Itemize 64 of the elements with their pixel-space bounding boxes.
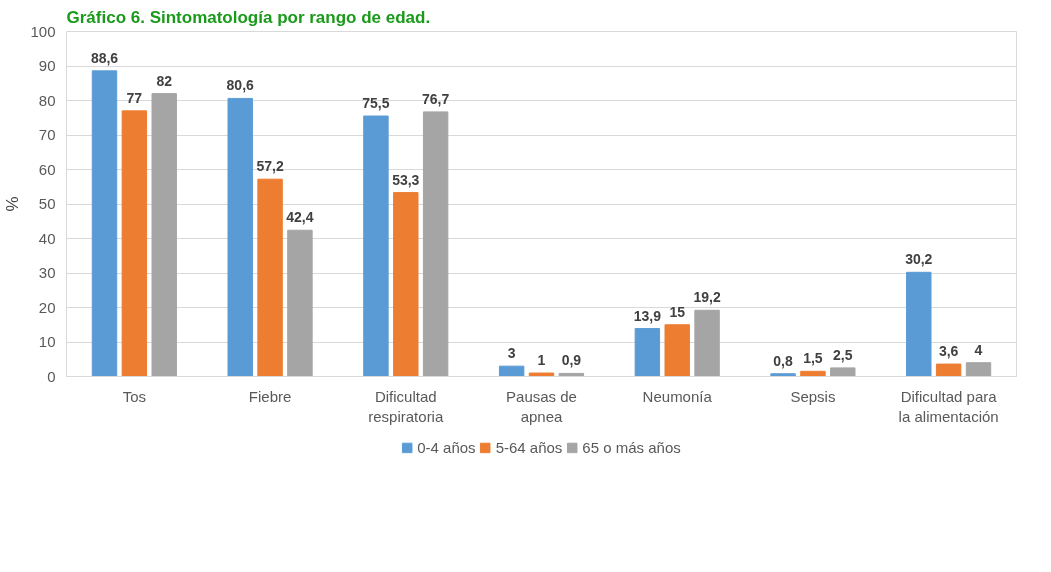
bar <box>393 192 419 377</box>
x-tick-label: Tos <box>122 387 147 405</box>
data-label: 2,5 <box>833 346 853 363</box>
y-tick-label: 90 <box>38 57 56 74</box>
bar <box>634 328 661 377</box>
y-axis-title: % <box>3 196 23 212</box>
data-label: 0,8 <box>773 352 794 369</box>
bar <box>257 178 283 377</box>
data-label: 30,2 <box>905 251 933 268</box>
bar <box>935 363 962 377</box>
x-tick-label: Pausas de apnea <box>506 387 577 425</box>
legend-label: 65 o más años <box>582 438 681 456</box>
data-label: 1,5 <box>803 350 823 367</box>
data-label: 42,4 <box>286 209 314 226</box>
bar <box>770 373 796 377</box>
data-label: 75,5 <box>362 95 390 112</box>
x-tick-label: Dificultad para la alimentación <box>898 387 999 425</box>
bar <box>694 309 720 377</box>
bar <box>906 271 932 377</box>
bar <box>91 70 118 377</box>
y-tick-label: 70 <box>38 126 56 143</box>
x-tick-label: Fiebre <box>248 387 292 405</box>
data-label: 88,6 <box>90 49 119 66</box>
bar <box>965 362 992 377</box>
x-tick-label: Sepsis <box>790 387 836 405</box>
legend-label: 0-4 años <box>417 438 476 456</box>
y-tick-label: 10 <box>38 333 56 350</box>
data-label: 4 <box>974 341 983 358</box>
data-label: 77 <box>126 89 143 106</box>
y-tick-label: 0 <box>47 367 56 385</box>
bar <box>800 370 826 377</box>
data-label: 13,9 <box>633 307 662 324</box>
bar <box>498 365 525 377</box>
bar <box>227 97 253 377</box>
x-tick-label: Dificultad respiratoria <box>368 387 444 425</box>
data-label: 76,7 <box>422 90 450 107</box>
data-label: 15 <box>669 303 686 320</box>
data-label: 80,6 <box>226 77 255 94</box>
data-label: 0,9 <box>561 352 582 369</box>
bar <box>664 324 690 377</box>
x-tick-label: Neumonía <box>642 387 713 405</box>
bar <box>830 367 856 377</box>
bar <box>151 93 177 377</box>
legend-label: 5-64 años <box>495 438 563 456</box>
data-label: 19,2 <box>693 289 721 306</box>
bar <box>121 110 148 377</box>
data-label: 57,2 <box>256 158 284 175</box>
data-label: 82 <box>156 72 173 89</box>
y-tick-label: 60 <box>38 160 56 178</box>
bar <box>363 115 389 377</box>
y-tick-label: 40 <box>38 229 56 247</box>
y-tick-label: 80 <box>38 91 56 109</box>
data-label: 1 <box>537 352 546 369</box>
bar <box>422 111 449 377</box>
y-tick-label: 20 <box>38 298 56 316</box>
data-label: 3,6 <box>938 343 959 360</box>
y-tick-label: 50 <box>38 195 56 212</box>
data-label: 53,3 <box>392 171 420 188</box>
bar <box>287 229 313 377</box>
y-tick-label: 30 <box>38 264 56 281</box>
data-label: 3 <box>507 345 516 362</box>
bar <box>528 372 555 377</box>
y-tick-label: 100 <box>30 22 56 40</box>
chart-title: Gráfico 6. Sintomatología por rango de edad. <box>66 7 431 27</box>
